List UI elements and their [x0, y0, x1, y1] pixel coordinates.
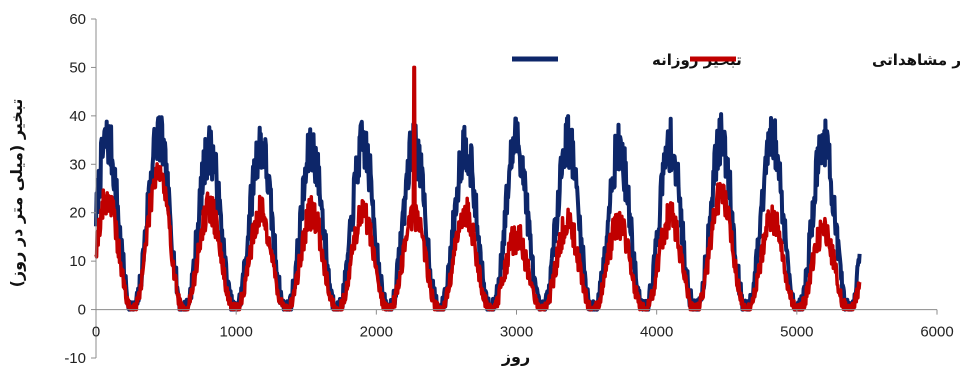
x-axis-title: روز — [501, 347, 530, 366]
x-tick-label: 2000 — [360, 324, 393, 341]
legend: تبخیر روزانه تبخیر مشاهداتی — [512, 51, 960, 69]
y-tick-label: 10 — [69, 253, 86, 270]
y-tick-label: 20 — [69, 205, 86, 222]
y-tick-label: 50 — [69, 59, 86, 76]
series-line-observed-evaporation — [94, 65, 862, 312]
plot-area — [94, 65, 862, 312]
x-tick-label: 6000 — [920, 324, 953, 341]
y-axis-title: تبخیر (میلی متر در روز) — [7, 99, 26, 288]
legend-label-observed: تبخیر مشاهداتی — [872, 51, 960, 69]
x-tick-label: 5000 — [780, 324, 813, 341]
y-tick-label: 30 — [69, 156, 86, 173]
x-tick-label: 3000 — [500, 324, 533, 341]
y-tick-label: 60 — [69, 11, 86, 28]
x-tick-label: 0 — [92, 324, 100, 341]
axes: -10 0 10 20 30 40 50 60 0 1000 2000 3000 4000 5000 600… — [64, 11, 953, 367]
x-tick-label: 4000 — [640, 324, 673, 341]
x-tick-label: 1000 — [219, 324, 252, 341]
y-tick-label: 40 — [69, 108, 86, 125]
y-tick-label: -10 — [64, 350, 86, 367]
y-tick-label: 0 — [78, 302, 86, 319]
